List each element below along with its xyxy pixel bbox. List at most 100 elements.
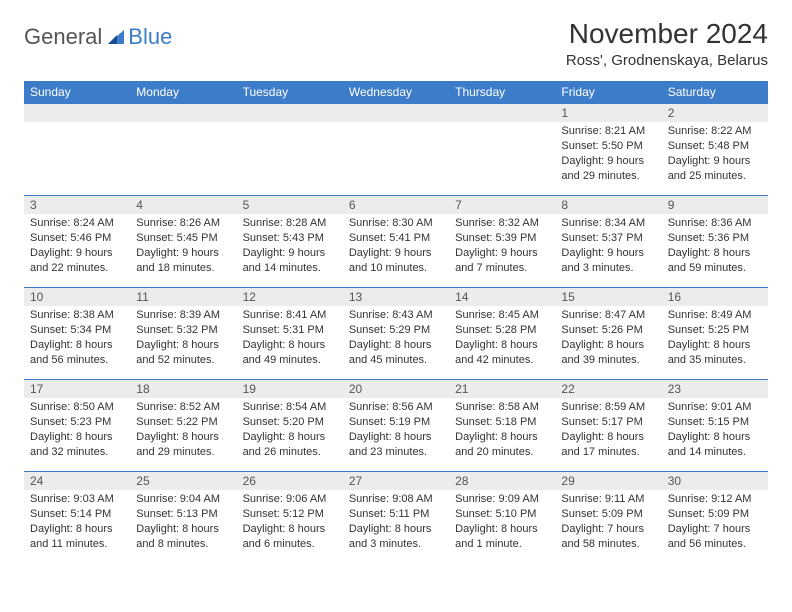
day-number: 1 (555, 104, 661, 122)
sunset-text: Sunset: 5:22 PM (136, 415, 230, 430)
sunset-text: Sunset: 5:14 PM (30, 507, 124, 522)
logo: General Blue (24, 24, 172, 50)
calendar-cell: 25 Sunrise: 9:04 AMSunset: 5:13 PMDayligh… (130, 472, 236, 564)
calendar-week: 10Sunrise: 8:38 AMSunset: 5:34 PMDayligh… (24, 288, 768, 380)
daylight-text: Daylight: 7 hours and 56 minutes. (668, 522, 762, 552)
day-number: 13 (343, 288, 449, 306)
day-content: Sunrise: 8:54 AMSunset: 5:20 PMDaylight:… (237, 398, 343, 463)
month-title: November 2024 (566, 18, 768, 50)
sunset-text: Sunset: 5:19 PM (349, 415, 443, 430)
sunrise-text: Sunrise: 9:01 AM (668, 400, 762, 415)
sunrise-text: Sunrise: 8:56 AM (349, 400, 443, 415)
calendar-cell (449, 104, 555, 196)
daylight-text: Daylight: 8 hours and 45 minutes. (349, 338, 443, 368)
daylight-text: Daylight: 9 hours and 10 minutes. (349, 246, 443, 276)
daylight-text: Daylight: 8 hours and 11 minutes. (30, 522, 124, 552)
sunrise-text: Sunrise: 8:21 AM (561, 124, 655, 139)
sunset-text: Sunset: 5:39 PM (455, 231, 549, 246)
sunset-text: Sunset: 5:31 PM (243, 323, 337, 338)
day-content: Sunrise: 8:49 AMSunset: 5:25 PMDaylight:… (662, 306, 768, 371)
logo-text-blue: Blue (128, 24, 172, 50)
sunrise-text: Sunrise: 8:49 AM (668, 308, 762, 323)
day-content: Sunrise: 8:34 AMSunset: 5:37 PMDaylight:… (555, 214, 661, 279)
day-content: Sunrise: 8:52 AMSunset: 5:22 PMDaylight:… (130, 398, 236, 463)
calendar-week: 24Sunrise: 9:03 AMSunset: 5:14 PMDayligh… (24, 472, 768, 564)
day-content: Sunrise: 8:59 AMSunset: 5:17 PMDaylight:… (555, 398, 661, 463)
calendar-cell: 17Sunrise: 8:50 AMSunset: 5:23 PMDayligh… (24, 380, 130, 472)
calendar-cell: 15Sunrise: 8:47 AMSunset: 5:26 PMDayligh… (555, 288, 661, 380)
day-content: Sunrise: 9:03 AMSunset: 5:14 PMDaylight:… (24, 490, 130, 555)
sunset-text: Sunset: 5:26 PM (561, 323, 655, 338)
sunrise-text: Sunrise: 8:47 AM (561, 308, 655, 323)
sunset-text: Sunset: 5:50 PM (561, 139, 655, 154)
sunset-text: Sunset: 5:13 PM (136, 507, 230, 522)
day-content: Sunrise: 8:43 AMSunset: 5:29 PMDaylight:… (343, 306, 449, 371)
daylight-text: Daylight: 8 hours and 8 minutes. (136, 522, 230, 552)
daylight-text: Daylight: 8 hours and 6 minutes. (243, 522, 337, 552)
day-number: 3 (24, 196, 130, 214)
day-number: 30 (662, 472, 768, 490)
daylight-text: Daylight: 8 hours and 35 minutes. (668, 338, 762, 368)
sunrise-text: Sunrise: 8:43 AM (349, 308, 443, 323)
sunset-text: Sunset: 5:46 PM (30, 231, 124, 246)
sunrise-text: Sunrise: 9:06 AM (243, 492, 337, 507)
location: Ross', Grodnenskaya, Belarus (566, 52, 768, 69)
day-content: Sunrise: 8:22 AMSunset: 5:48 PMDaylight:… (662, 122, 768, 187)
calendar-week: 1 Sunrise: 8:21 AMSunset: 5:50 PMDaylight… (24, 104, 768, 196)
sunrise-text: Sunrise: 8:24 AM (30, 216, 124, 231)
sunset-text: Sunset: 5:29 PM (349, 323, 443, 338)
sunrise-text: Sunrise: 8:59 AM (561, 400, 655, 415)
day-number: 11 (130, 288, 236, 306)
calendar-cell: 1 Sunrise: 8:21 AMSunset: 5:50 PMDaylight… (555, 104, 661, 196)
day-content: Sunrise: 8:47 AMSunset: 5:26 PMDaylight:… (555, 306, 661, 371)
sunset-text: Sunset: 5:34 PM (30, 323, 124, 338)
day-content: Sunrise: 8:45 AMSunset: 5:28 PMDaylight:… (449, 306, 555, 371)
sunrise-text: Sunrise: 9:12 AM (668, 492, 762, 507)
day-content: Sunrise: 8:36 AMSunset: 5:36 PMDaylight:… (662, 214, 768, 279)
header: General Blue November 2024 Ross', Grodne… (24, 18, 768, 69)
day-number: 28 (449, 472, 555, 490)
logo-text-general: General (24, 24, 102, 50)
sunset-text: Sunset: 5:45 PM (136, 231, 230, 246)
calendar-cell: 11Sunrise: 8:39 AMSunset: 5:32 PMDayligh… (130, 288, 236, 380)
day-number: 24 (24, 472, 130, 490)
calendar-cell: 13Sunrise: 8:43 AMSunset: 5:29 PMDayligh… (343, 288, 449, 380)
daylight-text: Daylight: 8 hours and 3 minutes. (349, 522, 443, 552)
day-number: 14 (449, 288, 555, 306)
day-number (237, 104, 343, 122)
daylight-text: Daylight: 8 hours and 52 minutes. (136, 338, 230, 368)
day-header: Monday (130, 81, 236, 104)
day-number: 21 (449, 380, 555, 398)
sunrise-text: Sunrise: 8:41 AM (243, 308, 337, 323)
day-content: Sunrise: 8:30 AMSunset: 5:41 PMDaylight:… (343, 214, 449, 279)
sunset-text: Sunset: 5:41 PM (349, 231, 443, 246)
daylight-text: Daylight: 9 hours and 18 minutes. (136, 246, 230, 276)
day-header: Saturday (662, 81, 768, 104)
calendar-cell (24, 104, 130, 196)
day-number: 7 (449, 196, 555, 214)
daylight-text: Daylight: 8 hours and 39 minutes. (561, 338, 655, 368)
sunset-text: Sunset: 5:23 PM (30, 415, 124, 430)
sunrise-text: Sunrise: 9:04 AM (136, 492, 230, 507)
day-content: Sunrise: 8:41 AMSunset: 5:31 PMDaylight:… (237, 306, 343, 371)
daylight-text: Daylight: 8 hours and 14 minutes. (668, 430, 762, 460)
day-content: Sunrise: 8:24 AMSunset: 5:46 PMDaylight:… (24, 214, 130, 279)
sunset-text: Sunset: 5:43 PM (243, 231, 337, 246)
day-number: 20 (343, 380, 449, 398)
day-number: 29 (555, 472, 661, 490)
sunset-text: Sunset: 5:25 PM (668, 323, 762, 338)
day-number: 19 (237, 380, 343, 398)
daylight-text: Daylight: 8 hours and 49 minutes. (243, 338, 337, 368)
sunrise-text: Sunrise: 8:22 AM (668, 124, 762, 139)
calendar-cell: 2Sunrise: 8:22 AMSunset: 5:48 PMDaylight… (662, 104, 768, 196)
sunrise-text: Sunrise: 8:54 AM (243, 400, 337, 415)
sunrise-text: Sunrise: 8:58 AM (455, 400, 549, 415)
daylight-text: Daylight: 8 hours and 20 minutes. (455, 430, 549, 460)
calendar-cell: 21Sunrise: 8:58 AMSunset: 5:18 PMDayligh… (449, 380, 555, 472)
day-content: Sunrise: 8:39 AMSunset: 5:32 PMDaylight:… (130, 306, 236, 371)
day-content: Sunrise: 9:08 AMSunset: 5:11 PMDaylight:… (343, 490, 449, 555)
day-number: 25 (130, 472, 236, 490)
sunrise-text: Sunrise: 9:09 AM (455, 492, 549, 507)
daylight-text: Daylight: 9 hours and 29 minutes. (561, 154, 655, 184)
day-number: 10 (24, 288, 130, 306)
